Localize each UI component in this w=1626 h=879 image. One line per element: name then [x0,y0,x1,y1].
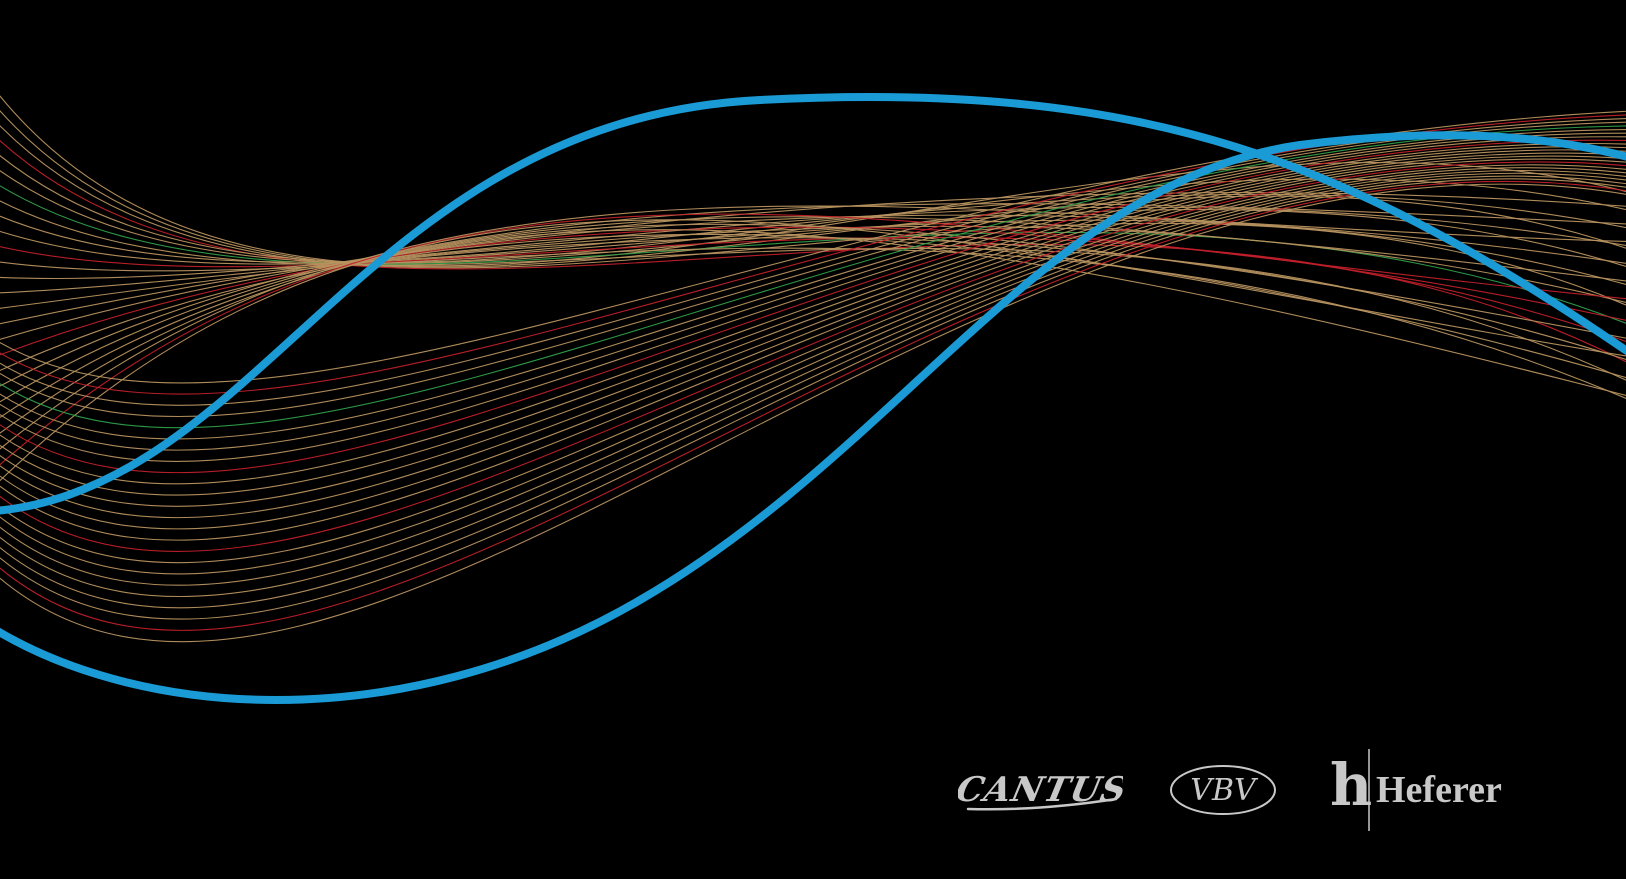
vbv-logo: VBV [1170,765,1276,815]
wave-line [0,143,1626,485]
wave-line [0,121,1626,417]
blue-wave-line [0,93,1626,515]
vbv-logo-text: VBV [1190,773,1259,808]
wave-line [0,161,1626,552]
wave-line [0,158,1626,541]
partner-logos: CANTUS VBV h Heferer [950,745,1570,835]
wave-line [0,152,1626,519]
wave-line [0,125,1626,429]
wave-line [0,223,1626,419]
wave-line [0,219,1626,286]
cantus-logo: CANTUS [958,770,1123,811]
cantus-logo-text: CANTUS [958,770,1123,810]
blue-wave-line [0,131,1626,704]
heferer-mark: h [1330,751,1372,819]
wave-line [0,132,1626,451]
wave-line [0,219,1626,482]
blue-highlight-waves [0,93,1626,704]
wave-line [0,164,1626,564]
heferer-logo: h Heferer [1330,749,1502,831]
wave-line [0,139,1626,474]
wave-line [0,229,1626,434]
wave-line [0,155,1626,530]
wave-line [0,213,1626,466]
wave-line [0,95,1626,267]
wave-line [0,167,1626,575]
wave-line [0,205,1626,450]
wave-line [0,146,1626,496]
wave-line [0,237,1626,361]
wave-line [0,216,1626,403]
wave-line [0,129,1626,440]
wave-line [0,185,1626,325]
wave-line [0,226,1626,356]
wave-line [0,225,1626,304]
wave-line [0,169,1626,268]
wave-line [0,236,1626,343]
lower-wave-band [0,110,1626,643]
wave-line [0,203,1626,387]
wave-line [0,118,1626,406]
wave-line [0,149,1626,507]
wave-line [0,110,1626,384]
wave-line [0,214,1626,340]
upper-wave-band [0,95,1626,482]
wave-line [0,109,1626,268]
wave-line [0,124,1626,306]
wave-line [0,175,1626,609]
heferer-wordmark: Heferer [1376,769,1502,811]
wave-line [0,206,1626,280]
